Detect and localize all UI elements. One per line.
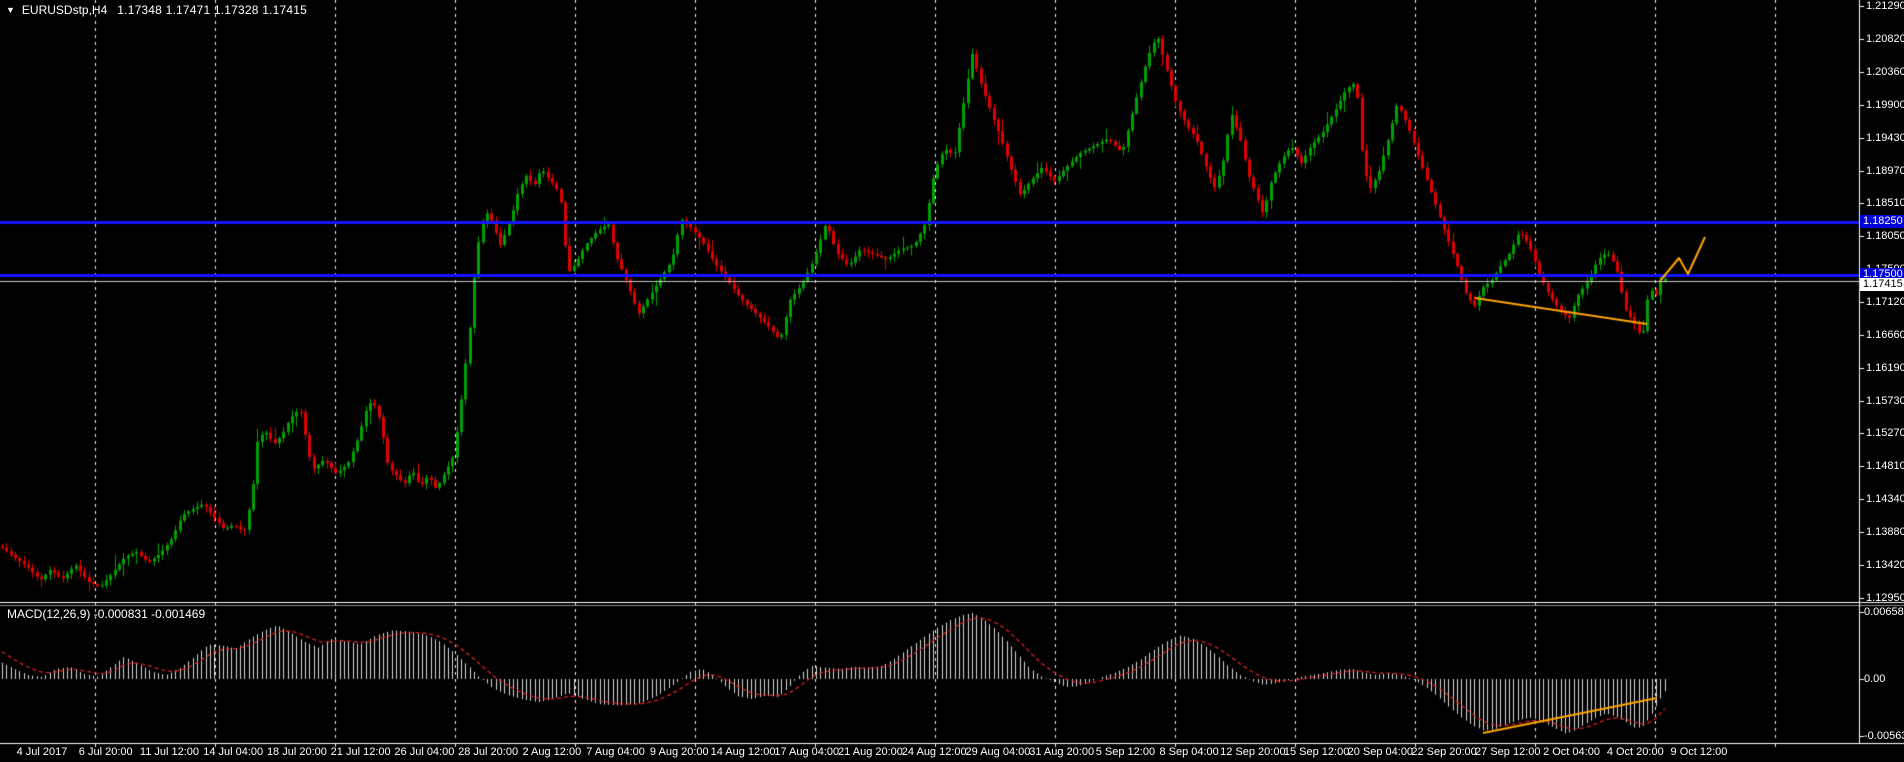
price-axis-label: 1.18050 [1866, 230, 1904, 242]
price-axis-label: 1.12950 [1866, 592, 1904, 604]
time-axis-label: 29 Aug 04:00 [965, 746, 1031, 758]
level-price-badge-2: 1.17500 [1860, 268, 1904, 281]
price-axis-label: 1.18510 [1866, 197, 1904, 209]
time-axis-label: 27 Sep 12:00 [1475, 746, 1541, 758]
price-axis-label: 1.20360 [1866, 66, 1904, 78]
price-axis-label: 1.18970 [1866, 165, 1904, 177]
level-price-badge-1: 1.18250 [1860, 215, 1904, 228]
time-axis-label: 2 Aug 12:00 [522, 746, 582, 758]
time-axis-label: 7 Aug 04:00 [586, 746, 645, 758]
time-axis-label: 14 Jul 04:00 [203, 746, 264, 758]
symbol-info: ▼ EURUSDstp,H4 1.17348 1.17471 1.17328 1.1… [6, 3, 307, 17]
time-axis-label: 4 Oct 20:00 [1606, 746, 1664, 758]
time-axis-label: 21 Aug 20:00 [838, 746, 903, 758]
time-axis-label: 26 Jul 04:00 [394, 746, 455, 758]
time-axis-label: 9 Aug 20:00 [649, 746, 709, 758]
price-axis-label: 1.19900 [1866, 99, 1904, 111]
time-axis-label: 22 Sep 20:00 [1411, 746, 1477, 758]
macd-axis-label: 0.006587 [1864, 606, 1904, 618]
time-axis-label: 28 Jul 20:00 [458, 746, 519, 758]
current-price-badge: 1.17415 [1860, 278, 1904, 291]
price-axis-label: 1.15270 [1866, 427, 1904, 439]
price-axis-label: 1.14810 [1866, 460, 1904, 472]
time-axis-label: 9 Oct 12:00 [1670, 746, 1728, 758]
time-axis-label: 14 Aug 12:00 [710, 746, 776, 758]
time-axis-label: 15 Sep 12:00 [1283, 746, 1350, 758]
price-axis-label: 1.14340 [1866, 493, 1904, 505]
price-axis-label: 1.19430 [1866, 132, 1904, 144]
ohlc-values: 1.17348 1.17471 1.17328 1.17415 [117, 3, 307, 17]
time-axis-label: 24 Aug 12:00 [901, 746, 967, 758]
time-axis-label: 18 Jul 20:00 [266, 746, 327, 758]
price-axis-label: 1.13420 [1866, 559, 1904, 571]
price-axis-label: 1.16660 [1866, 329, 1904, 341]
time-axis-label: 20 Sep 04:00 [1347, 746, 1414, 758]
price-axis-label: 1.20820 [1866, 33, 1904, 45]
macd-indicator-label: MACD(12,26,9) -0.000831 -0.001469 [7, 607, 206, 621]
time-axis-label: 8 Sep 04:00 [1159, 746, 1219, 758]
macd-axis-label: 0.00 [1864, 673, 1886, 685]
price-axis-label: 1.17120 [1866, 296, 1904, 308]
time-axis-label: 31 Aug 20:00 [1029, 746, 1095, 758]
symbol-title: EURUSDstp,H4 [21, 3, 108, 17]
time-axis-label: 11 Jul 12:00 [139, 746, 200, 758]
symbol-dropdown-icon[interactable]: ▼ [6, 5, 15, 15]
price-axis-label: 1.13880 [1866, 526, 1904, 538]
price-axis-label: 1.15730 [1866, 395, 1904, 407]
price-axis-label: 1.21290 [1866, 0, 1904, 12]
time-axis-label: 2 Oct 04:00 [1543, 746, 1600, 758]
macd-axis-label: -0.005634 [1864, 730, 1904, 742]
price-axis-label: 1.16190 [1866, 362, 1904, 374]
time-axis-label: 5 Sep 12:00 [1095, 746, 1156, 758]
time-axis-label: 6 Jul 20:00 [78, 746, 133, 758]
time-axis-label: 4 Jul 2017 [16, 746, 68, 758]
time-axis-label: 12 Sep 20:00 [1220, 746, 1286, 758]
time-axis-label: 21 Jul 12:00 [330, 746, 391, 758]
time-axis-label: 17 Aug 04:00 [774, 746, 840, 758]
